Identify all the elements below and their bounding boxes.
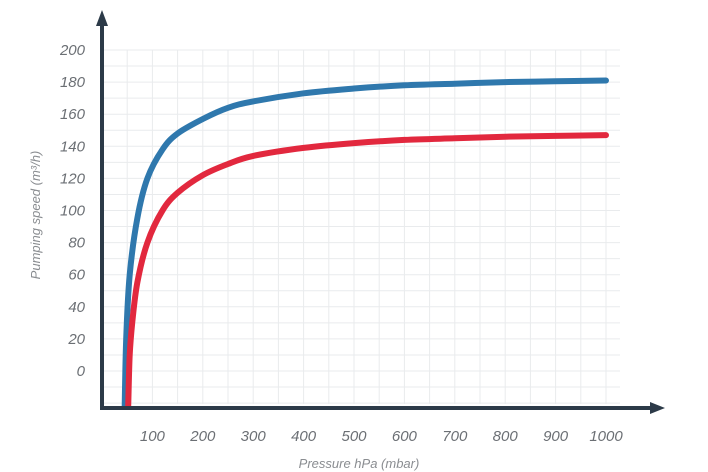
y-tick-label: 80 xyxy=(68,235,85,252)
x-tick-label: 400 xyxy=(291,428,317,445)
series-layer xyxy=(121,77,609,410)
y-tick-label: 60 xyxy=(68,267,85,284)
x-axis-label: Pressure hPa (mbar) xyxy=(299,456,420,471)
x-tick-label: 600 xyxy=(392,428,418,445)
x-tick-label: 100 xyxy=(140,428,166,445)
x-tick-labels: 100 200 300 400 500 600 700 800 900 1000 xyxy=(140,428,623,445)
y-tick-label: 0 xyxy=(77,363,86,380)
y-axis-label: Pumping speed (m³/h) xyxy=(28,151,43,280)
y-tick-label: 200 xyxy=(59,42,86,59)
y-axis-arrow-icon xyxy=(96,10,108,26)
x-tick-label: 300 xyxy=(241,428,267,445)
y-tick-label: 160 xyxy=(60,106,86,123)
x-tick-label: 1000 xyxy=(589,428,623,445)
y-tick-label: 120 xyxy=(60,170,86,187)
y-tick-label: 20 xyxy=(67,331,85,348)
y-tick-label: 140 xyxy=(60,138,86,155)
y-tick-label: 180 xyxy=(60,74,86,91)
y-tick-labels: 0 20 40 60 80 100 120 140 160 180 200 xyxy=(59,42,86,380)
x-tick-label: 700 xyxy=(442,428,468,445)
x-tick-label: 500 xyxy=(341,428,367,445)
x-tick-label: 900 xyxy=(543,428,569,445)
series-line-1 xyxy=(121,77,609,410)
x-tick-label: 800 xyxy=(493,428,519,445)
horizontal-gridlines xyxy=(102,49,620,404)
series-line-2 xyxy=(125,132,609,410)
y-tick-label: 100 xyxy=(60,203,86,220)
y-tick-label: 40 xyxy=(68,299,85,316)
x-tick-label: 200 xyxy=(189,428,216,445)
x-axis-arrow-icon xyxy=(650,402,665,414)
